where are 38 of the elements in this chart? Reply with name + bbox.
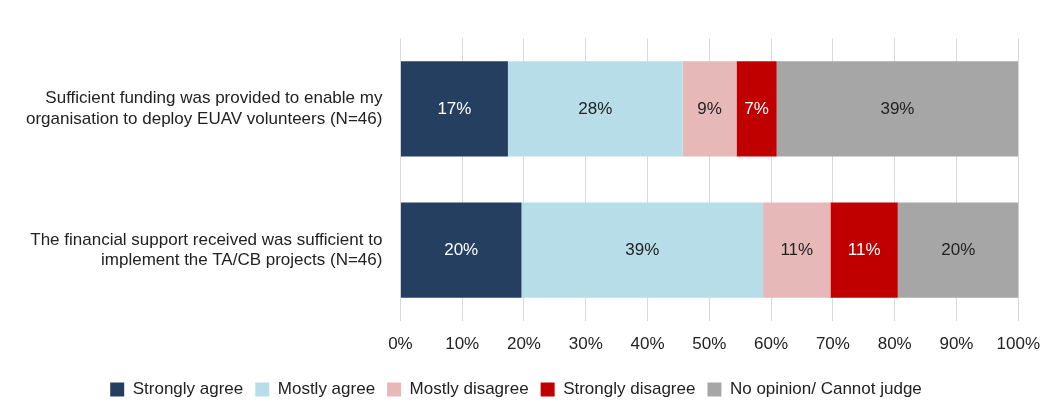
bar [763, 202, 831, 298]
data-label: 20% [941, 239, 976, 259]
data-label: 39% [625, 239, 660, 259]
x-tick-label: 20% [506, 334, 541, 354]
legend-label: Strongly disagree [563, 379, 696, 399]
bar [400, 61, 508, 157]
x-tick-label: 30% [568, 334, 603, 354]
x-tick-label: 90% [939, 334, 974, 354]
y-tick-label: The financial support received was sufficient to implement the TA/CB projects (N=46) [30, 229, 383, 269]
y-tick-label: Sufficient funding was provided to enable my organisation to deploy EUAV volunteers (N=46) [25, 88, 383, 128]
bar [736, 61, 777, 157]
bar [400, 202, 522, 298]
legend-label: Mostly disagree [409, 379, 529, 399]
x-tick-label: 70% [815, 334, 850, 354]
x-tick-label: 100% [996, 334, 1040, 354]
data-label: 7% [744, 98, 769, 118]
bar [776, 61, 1019, 157]
x-tick-label: 80% [877, 334, 912, 354]
data-label: 20% [444, 239, 479, 259]
data-label: 9% [697, 98, 722, 118]
legend-label: Mostly agree [277, 379, 376, 399]
x-tick-label: 10% [445, 334, 480, 354]
bar [830, 202, 898, 298]
bar [507, 61, 683, 157]
data-label: 39% [880, 98, 915, 118]
bar [897, 202, 1019, 298]
data-label: 17% [437, 98, 472, 118]
x-tick-label: 40% [630, 334, 665, 354]
data-label: 11% [847, 239, 881, 259]
x-tick-label: 0% [388, 334, 413, 354]
x-tick-label: 60% [754, 334, 789, 354]
bar [521, 202, 764, 298]
bar [682, 61, 737, 157]
legend-label: Strongly agree [132, 379, 244, 399]
data-label: 11% [780, 239, 814, 259]
x-tick-label: 50% [692, 334, 727, 354]
legend-label: No opinion/ Cannot judge [729, 379, 922, 399]
data-label: 28% [578, 98, 613, 118]
